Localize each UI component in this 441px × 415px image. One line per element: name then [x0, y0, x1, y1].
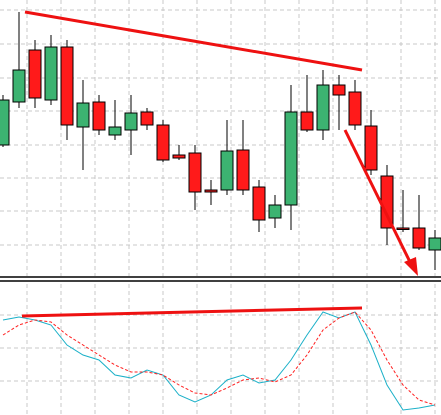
- candle-body: [188, 152, 202, 193]
- candle-body: [412, 227, 426, 249]
- candle-body: [348, 91, 362, 126]
- trend-line: [24, 10, 363, 72]
- candle-body: [172, 154, 186, 159]
- marks: [0, 12, 441, 411]
- candle-body: [0, 99, 10, 146]
- candle-body: [108, 126, 122, 136]
- candle-body: [44, 46, 58, 101]
- candle-body: [140, 111, 154, 126]
- trend-arrow: [343, 129, 413, 265]
- candle-body: [124, 112, 138, 131]
- candle-body: [284, 111, 298, 206]
- candle-body: [236, 149, 250, 191]
- candle-body: [12, 69, 26, 103]
- candle-body: [396, 227, 410, 230]
- candle-body: [204, 189, 218, 193]
- annotations: [21, 10, 418, 318]
- candle-body: [252, 186, 266, 221]
- candle-body: [268, 204, 282, 219]
- candle-body: [92, 101, 106, 131]
- candle-body: [220, 150, 234, 191]
- line-series: [2, 311, 436, 411]
- candle-body: [76, 102, 90, 128]
- candle-body: [28, 49, 42, 99]
- candle-body: [332, 84, 346, 96]
- oscillator-trend-line: [21, 306, 363, 318]
- line-series: [2, 311, 436, 406]
- candle-body: [380, 175, 394, 229]
- candle-body: [316, 84, 330, 131]
- arrow-head: [404, 257, 418, 276]
- candle-body: [60, 46, 74, 126]
- candle-body: [364, 125, 378, 171]
- candle-body: [428, 237, 441, 251]
- candle-body: [156, 124, 170, 161]
- candle-body: [300, 111, 314, 131]
